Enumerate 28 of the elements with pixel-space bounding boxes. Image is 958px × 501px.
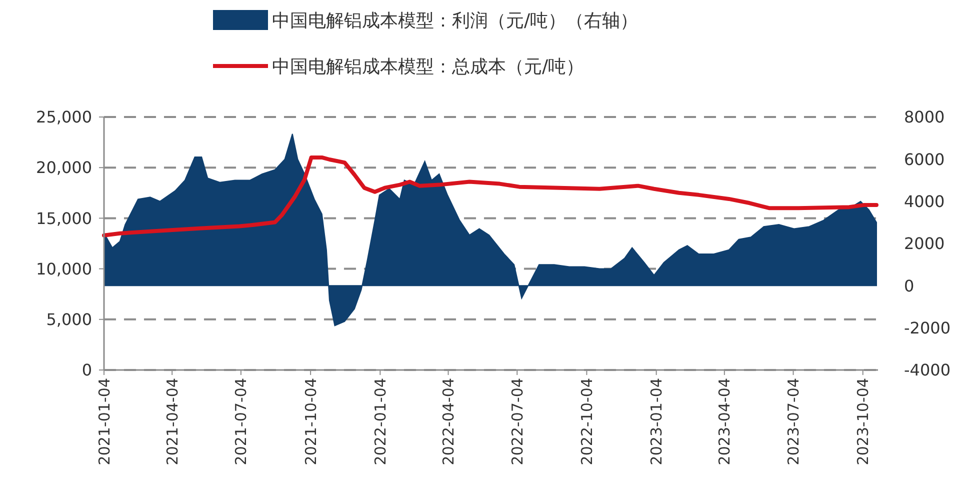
y-tick-label: 5,000: [46, 310, 92, 329]
x-tick-label: 2023-07-04: [784, 378, 803, 466]
y-tick-label: 25,000: [36, 108, 92, 127]
y2-tick-label: 6000: [904, 150, 945, 169]
y2-tick-label: -4000: [904, 360, 950, 380]
legend-label: 中国电解铝成本模型：总成本（元/吨）: [272, 56, 584, 78]
x-tick-label: 2021-04-04: [163, 378, 182, 466]
x-tick-label: 2021-10-04: [302, 378, 320, 466]
x-tick-label: 2022-10-04: [578, 378, 596, 466]
y2-tick-label: -2000: [904, 318, 950, 338]
y2-tick-label: 2000: [904, 234, 945, 254]
x-tick-label: 2023-04-04: [716, 378, 734, 466]
x-tick-label: 2022-04-04: [440, 378, 458, 466]
x-tick-label: 2021-07-04: [232, 378, 250, 466]
x-tick-label: 2023-01-04: [648, 378, 666, 466]
y-tick-label: 10,000: [36, 259, 92, 278]
x-tick-label: 2022-01-04: [371, 378, 390, 466]
line-series: [102, 155, 878, 238]
y2-tick-label: 0: [904, 276, 914, 296]
y-tick-label: 0: [82, 360, 92, 380]
y2-tick-label: 4000: [904, 192, 945, 211]
x-tick-label: 2022-07-04: [508, 378, 526, 466]
y2-tick-label: 8000: [904, 108, 945, 127]
x-tick-label: 2021-01-04: [95, 378, 114, 466]
x-tick-label: 2023-10-04: [854, 378, 872, 466]
y-tick-label: 15,000: [36, 208, 92, 228]
legend-label: 中国电解铝成本模型：利润（元/吨）（右轴）: [272, 10, 638, 32]
y-tick-label: 20,000: [36, 158, 92, 178]
